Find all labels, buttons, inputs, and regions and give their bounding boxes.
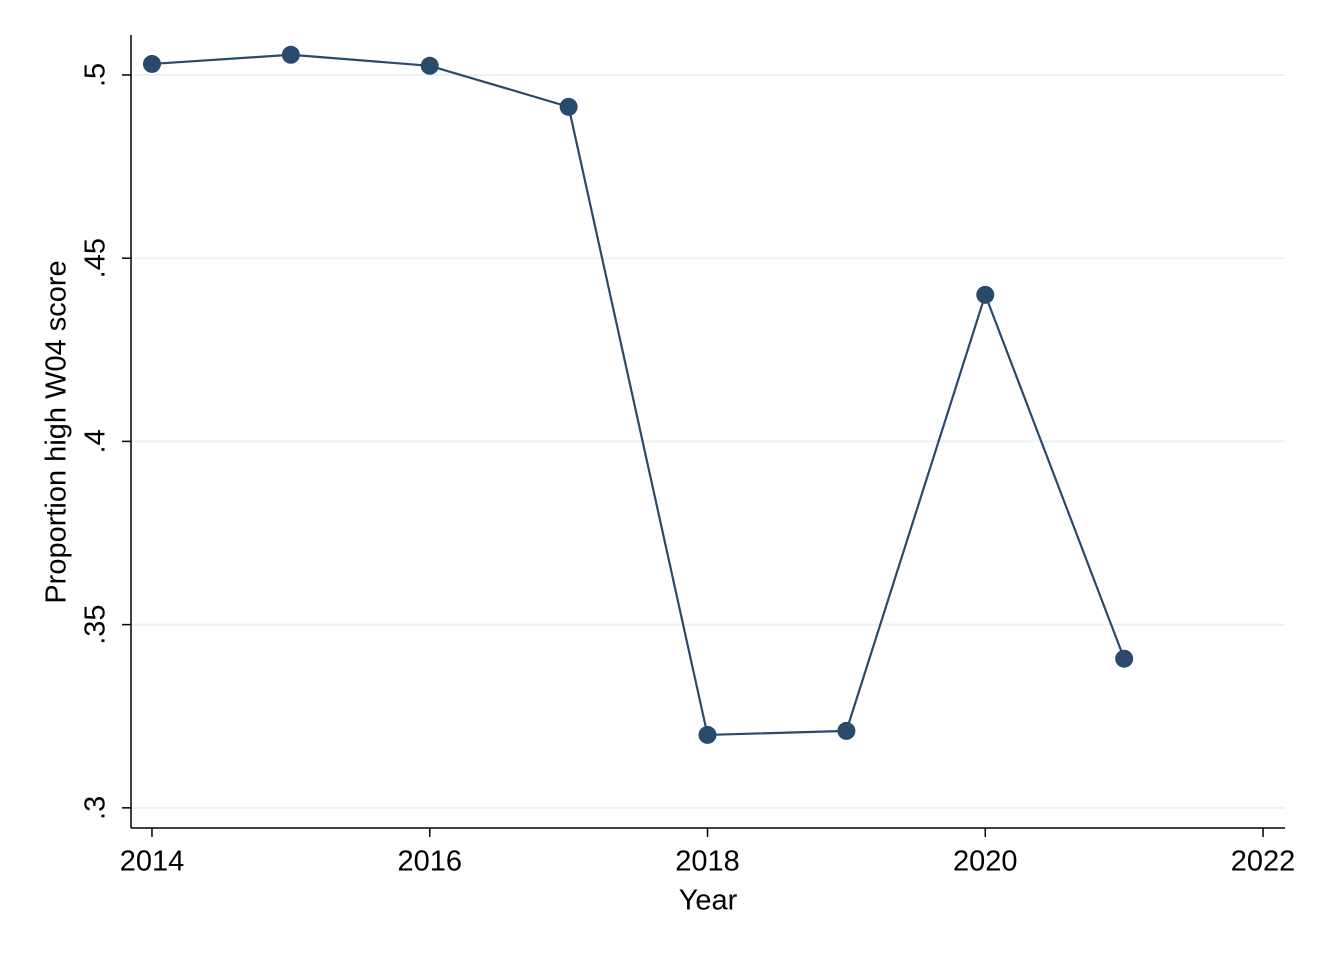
y-tick-label: .5	[80, 63, 112, 87]
marker	[142, 54, 161, 73]
x-tick-label: 2016	[397, 846, 462, 878]
y-tick-label: .3	[80, 796, 112, 820]
x-tick-label: 2020	[953, 846, 1018, 878]
y-axis-title: Proportion high W04 score	[41, 260, 73, 603]
x-tick-label: 2014	[120, 846, 185, 878]
y-tick-label: .45	[80, 238, 112, 278]
marker	[1115, 649, 1134, 668]
marker	[837, 721, 856, 740]
x-tick-label: 2022	[1231, 846, 1296, 878]
marker	[559, 97, 578, 116]
marker	[698, 725, 717, 744]
y-tick-label: .35	[80, 604, 112, 644]
x-axis-title: Year	[679, 885, 738, 917]
marker	[420, 56, 439, 75]
y-tick-label: .4	[80, 429, 112, 453]
line	[151, 53, 1126, 737]
marker	[281, 45, 300, 64]
marker	[976, 285, 995, 304]
x-tick-label: 2018	[675, 846, 740, 878]
